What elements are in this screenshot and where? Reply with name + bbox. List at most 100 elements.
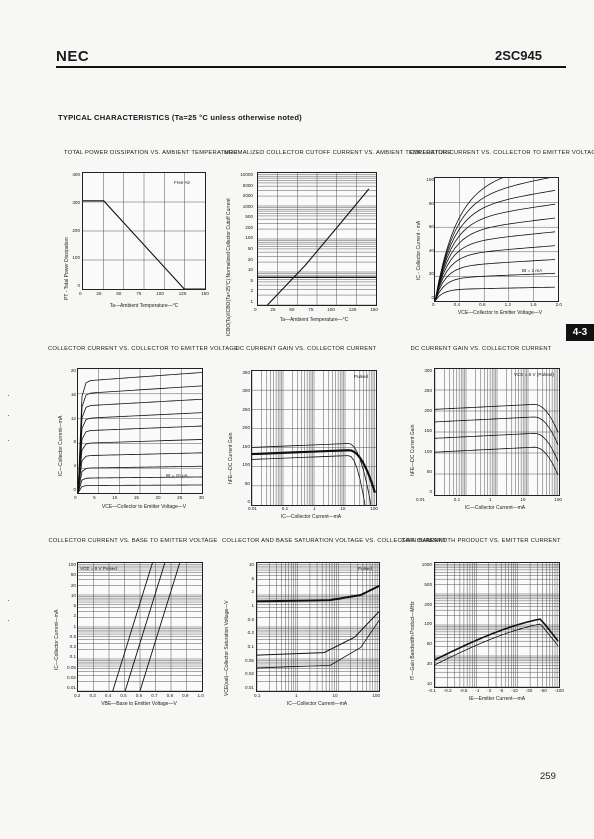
y-tick-label: 0.1 (247, 643, 254, 649)
scan-mark (8, 620, 9, 621)
x-axis-label: VCE—Collector to Emitter Voltage—V (101, 504, 187, 510)
y-tick-label: 1000 (421, 562, 432, 567)
y-tick-label: 1 (251, 602, 254, 608)
y-tick-label: 20 (70, 368, 76, 373)
x-axis-label: Ta—Ambient Temperature—°C (109, 303, 179, 309)
y-tick-label: 50 (244, 480, 250, 486)
x-ticks: 0 25 50 75 100 125 150 (79, 291, 209, 296)
plot-area (77, 368, 203, 494)
family-curve (435, 259, 556, 301)
x-tick-label: 100 (372, 693, 380, 698)
y-tick-label: 100 (426, 177, 434, 182)
y-tick-label: 0 (247, 498, 250, 504)
plot-svg (78, 369, 202, 493)
y-ticks: 1000 500 200 100 50 20 10 (416, 562, 432, 686)
annotation: IB = 1 mA (522, 268, 543, 273)
y-ticks: 350 300 250 200 150 100 50 0 (236, 370, 250, 504)
x-tick-label: -10 (511, 688, 518, 693)
y-tick-label: 8 (73, 439, 76, 445)
x-axis-label: IC—Collector Current—mA (464, 505, 526, 511)
y-tick-label: 400 (72, 172, 80, 177)
y-tick-label: 0.01 (67, 685, 76, 690)
y-tick-label: 40 (428, 247, 434, 253)
family-curve (435, 286, 556, 301)
y-tick-label: 0 (429, 488, 432, 494)
scan-mark (8, 415, 9, 416)
y-tick-label: 150 (424, 428, 432, 434)
x-tick-label: 0.3 (89, 693, 96, 698)
x-ticks: 0.2 0.3 0.4 0.5 0.6 0.7 0.8 0.9 1.0 (74, 693, 204, 698)
y-tick-label: 50 (426, 468, 432, 474)
vbe-line (139, 563, 181, 691)
x-tick-label: 0.8 (166, 693, 174, 698)
x-tick-label: 0 (432, 302, 435, 307)
y-tick-label: 2 (250, 288, 253, 294)
chart-title: COLLECTOR CURRENT vs. BASE TO EMITTER VO… (48, 538, 218, 544)
y-tick-label: 0.02 (67, 674, 76, 680)
y-tick-label: 100 (72, 255, 80, 261)
family-curve (78, 398, 202, 493)
annotation: VCE = 6 V Pulsed (80, 566, 117, 571)
x-ticks: -0.1 -0.2 -0.5 -1 -2 -5 -10 -20 -50 -100 (428, 688, 564, 693)
y-tick-label: 250 (424, 388, 432, 394)
y-tick-label: 50 (426, 641, 432, 647)
plot-svg (252, 371, 376, 505)
x-ticks: 0.01 0.1 1 10 100 (248, 506, 378, 511)
chart-power-dissipation: TOTAL POWER DISSIPATION vs. AMBIENT TEMP… (64, 150, 238, 330)
x-tick-label: 10 (332, 693, 338, 698)
chart-title: TOTAL POWER DISSIPATION vs. AMBIENT TEMP… (64, 150, 238, 156)
y-axis-label: ICBO(Ta)/ICBO(Ta=25°C) Normalized Collec… (226, 198, 232, 336)
chart-ic-vce-low: COLLECTOR CURRENT vs. COLLECTOR TO EMITT… (410, 150, 594, 320)
y-tick-label: 0 (73, 486, 76, 492)
plot-area (251, 370, 377, 506)
y-tick-label: 2000 (242, 193, 253, 199)
plot-svg (258, 173, 376, 305)
chart-title: DC CURRENT GAIN vs. COLLECTOR CURRENT (410, 346, 552, 352)
y-tick-label: 500 (245, 214, 253, 220)
x-tick-label: 0.6 (135, 693, 143, 698)
y-tick-label: 60 (428, 224, 434, 230)
chart-ic-vce-high: COLLECTOR CURRENT vs. COLLECTOR TO EMITT… (48, 346, 239, 516)
x-tick-label: 0.8 (479, 302, 486, 307)
x-ticks: 0 5 10 15 20 25 30 (74, 495, 204, 500)
x-tick-label: 50 (289, 307, 295, 312)
y-tick-label: 100 (424, 621, 432, 627)
x-tick-label: -1 (475, 688, 480, 693)
family-curve (78, 452, 202, 493)
x-tick-label: 0.2 (74, 693, 81, 698)
chart-title: COLLECTOR CURRENT vs. COLLECTOR TO EMITT… (48, 346, 239, 352)
scan-mark (8, 440, 9, 441)
page-number: 259 (540, 771, 556, 782)
y-tick-label: 20 (426, 661, 432, 667)
plot-svg (435, 369, 559, 495)
x-tick-label: 100 (370, 506, 378, 511)
x-tick-label: -5 (499, 688, 504, 693)
gain-curve (435, 446, 559, 476)
x-axis-label: IC—Collector Current—mA (280, 514, 342, 520)
family-curve (78, 484, 202, 493)
x-tick-label: 20 (155, 495, 161, 500)
x-tick-label: -100 (554, 688, 564, 693)
family-curve (78, 476, 202, 493)
y-tick-label: 200 (245, 224, 253, 230)
x-tick-label: 0.01 (416, 497, 425, 502)
x-tick-label: 50 (116, 291, 122, 296)
y-tick-label: 100 (245, 235, 253, 241)
y-tick-label: 2 (251, 589, 254, 595)
plot-svg (435, 563, 559, 687)
gain-curve (435, 432, 559, 462)
y-tick-label: 0.2 (247, 630, 254, 636)
y-tick-label: 1 (250, 298, 253, 304)
derating-line (83, 200, 205, 289)
y-tick-label: 20 (70, 582, 76, 588)
x-tick-label: 150 (201, 291, 209, 296)
plot-svg (83, 173, 205, 289)
x-axis-label: VBE—Base to Emitter Voltage—V (101, 701, 177, 707)
y-tick-label: 12 (70, 415, 76, 421)
header-rule (56, 66, 566, 68)
y-tick-label: 50 (247, 246, 253, 252)
y-tick-label: 20 (247, 256, 253, 262)
chart-title: NORMALIZED COLLECTOR CUTOFF CURRENT vs. … (224, 150, 452, 156)
plot-area (77, 562, 203, 692)
y-axis-label: hFE—DC Current Gain (410, 424, 416, 476)
